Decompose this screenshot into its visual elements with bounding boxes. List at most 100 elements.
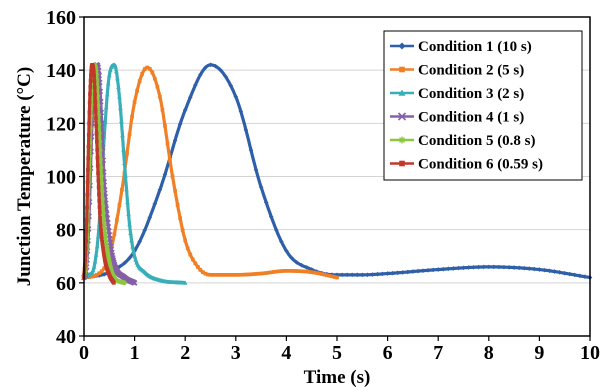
- series-marker: [231, 273, 236, 277]
- series-marker: [299, 269, 304, 274]
- series-marker: [177, 121, 183, 127]
- series-marker: [253, 167, 259, 173]
- series-marker: [120, 133, 125, 138]
- series-marker: [97, 192, 101, 197]
- series-marker: [94, 139, 99, 144]
- series-marker: [268, 214, 274, 220]
- series-marker: [98, 220, 103, 225]
- series-marker: [102, 230, 108, 236]
- legend-label: Condition 1 (10 s): [418, 39, 532, 55]
- series-marker: [314, 271, 319, 275]
- series-marker: [142, 67, 147, 71]
- series-marker: [98, 156, 103, 162]
- series-marker: [94, 77, 100, 83]
- series-marker: [399, 66, 405, 73]
- series-marker: [91, 65, 96, 70]
- series-marker: [86, 167, 90, 172]
- series-marker: [319, 272, 324, 276]
- series-marker: [101, 216, 107, 222]
- series-marker: [307, 270, 312, 274]
- series-marker: [104, 246, 110, 252]
- series-marker: [116, 84, 121, 89]
- series-marker: [349, 272, 355, 278]
- series-marker: [218, 67, 223, 73]
- series-marker: [99, 228, 103, 232]
- series-marker: [297, 269, 301, 273]
- series-marker: [83, 247, 88, 251]
- series-marker: [501, 264, 507, 270]
- series-marker: [330, 274, 334, 279]
- series-marker: [208, 273, 213, 277]
- series-marker: [263, 200, 269, 205]
- series-marker: [131, 249, 136, 254]
- series-marker: [360, 272, 365, 278]
- series-marker: [322, 272, 327, 277]
- series-marker: [87, 110, 92, 115]
- series-marker: [238, 109, 244, 114]
- series-marker: [287, 269, 291, 273]
- series-marker: [294, 259, 299, 265]
- series-marker: [102, 226, 107, 232]
- series-marker: [398, 42, 406, 50]
- series-marker: [239, 272, 243, 277]
- series-marker: [123, 173, 128, 179]
- series-marker: [98, 165, 104, 171]
- series-marker: [114, 69, 119, 74]
- series-marker: [185, 246, 190, 251]
- legend-item: Condition 4 (1 s): [390, 110, 524, 126]
- series-marker: [95, 155, 100, 160]
- series-marker: [256, 271, 261, 276]
- series-marker: [246, 272, 251, 277]
- series-marker: [264, 271, 268, 275]
- series-marker: [101, 210, 106, 216]
- series-marker: [95, 147, 99, 152]
- series-marker: [90, 268, 96, 273]
- series-marker: [193, 82, 198, 88]
- y-axis-title: Junction Temperature (°C): [14, 67, 35, 286]
- series-marker: [187, 95, 193, 100]
- series-marker: [97, 139, 103, 144]
- series-marker: [105, 81, 111, 86]
- series-marker: [173, 189, 177, 193]
- x-tick-label: 9: [534, 342, 544, 364]
- series-marker: [354, 272, 360, 278]
- series-marker: [196, 265, 200, 269]
- series-marker: [97, 148, 103, 153]
- series-marker: [95, 103, 101, 108]
- y-axis-ticks: 40 60 80 100 120 140 160: [46, 7, 84, 348]
- series-marker: [99, 173, 104, 179]
- series-marker: [410, 269, 416, 274]
- legend-label: Condition 5 (0.8 s): [418, 133, 536, 149]
- series-marker: [537, 267, 542, 272]
- series-marker: [125, 199, 130, 205]
- series-marker: [142, 227, 148, 233]
- series-marker: [198, 72, 203, 78]
- series-marker: [94, 244, 100, 249]
- series-marker: [102, 119, 108, 124]
- series-marker: [92, 79, 97, 83]
- series-marker: [96, 178, 101, 183]
- series-marker: [137, 239, 142, 244]
- series-marker: [243, 127, 249, 133]
- series-marker: [89, 69, 94, 73]
- legend-label: Condition 3 (2 s): [418, 86, 524, 102]
- series-marker: [183, 238, 188, 243]
- series-marker: [86, 133, 91, 137]
- series-marker: [244, 272, 248, 277]
- series-marker: [129, 238, 134, 243]
- series-marker: [213, 273, 218, 277]
- series-marker: [88, 92, 92, 96]
- series-marker: [168, 158, 172, 163]
- series-marker: [339, 272, 345, 278]
- series-marker: [127, 132, 132, 137]
- series-marker: [107, 73, 112, 78]
- series-marker: [112, 280, 116, 285]
- series-marker: [162, 172, 168, 177]
- series-marker: [100, 240, 105, 244]
- series-marker: [100, 242, 105, 247]
- y-tick-label: 160: [46, 7, 76, 29]
- series-marker: [435, 267, 441, 272]
- series-marker: [335, 275, 339, 280]
- series-marker: [233, 94, 239, 100]
